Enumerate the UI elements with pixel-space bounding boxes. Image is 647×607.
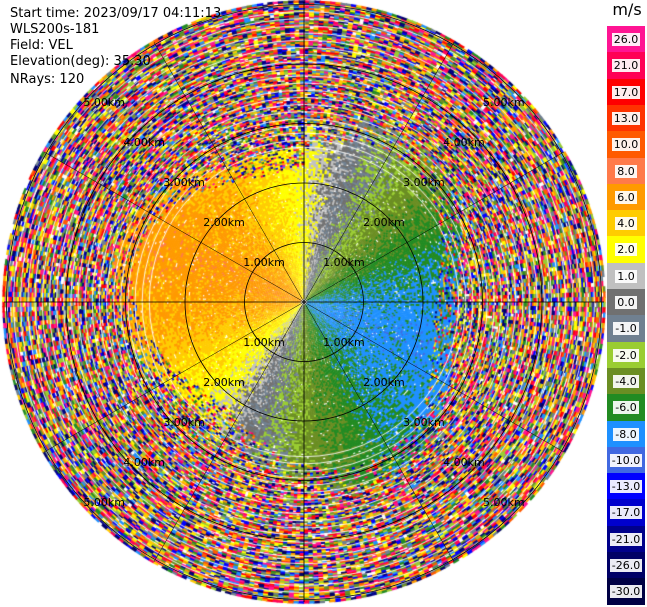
colorbar-tick-label: 21.0: [611, 59, 641, 73]
range-ring-label: 1.00km: [243, 336, 285, 349]
colorbar: 26.0 21.0 17.0 13.0 10.0 8.0 6.0 4.0 2.0 1.0 0.0 -1…: [607, 26, 647, 606]
start-time-label: Start time: 2023/09/17 04:11:13: [10, 6, 222, 21]
nrays-label: NRays: 120: [10, 72, 85, 87]
colorbar-tick-label: -21.0: [609, 532, 643, 546]
colorbar-tick-label: 0.0: [615, 296, 637, 309]
range-ring-label: 5.00km: [83, 496, 125, 509]
range-ring-label: 2.00km: [203, 216, 245, 229]
colorbar-tick-label: 13.0: [611, 111, 641, 125]
colorbar-tick-label: 26.0: [611, 33, 641, 46]
colorbar-tick-label: -6.0: [613, 401, 639, 415]
field-label: Field: VEL: [10, 38, 73, 53]
range-ring-label: 3.00km: [403, 176, 445, 189]
colorbar-tick-label: -10.0: [609, 453, 643, 467]
range-ring-label: 4.00km: [123, 136, 165, 149]
colorbar-tick-label: -2.0: [613, 348, 639, 362]
colorbar-tick-label: -13.0: [609, 480, 643, 494]
azimuth-line: [153, 42, 455, 562]
range-ring: [244, 242, 364, 362]
colorbar-tick-label: 1.0: [615, 269, 637, 283]
range-ring-label: 4.00km: [443, 456, 485, 469]
colorbar-tick-label: 8.0: [615, 164, 637, 178]
range-ring-label: 2.00km: [363, 376, 405, 389]
range-ring-label: 1.00km: [323, 336, 365, 349]
range-ring-overlay: 1.00km 1.00km 1.00km 1.00km 2.00km 2.00km 2.00…: [4, 2, 604, 602]
range-ring: [6, 4, 602, 600]
range-ring: [125, 123, 483, 481]
colorbar-tick-label: 2.0: [615, 243, 637, 257]
range-ring-label: 5.00km: [483, 96, 525, 109]
range-ring-label: 3.00km: [163, 176, 205, 189]
ppi-velocity-plot: [0, 0, 607, 607]
range-ring-label: 2.00km: [203, 376, 245, 389]
colorbar-tick-label: 6.0: [615, 190, 637, 204]
range-ring-label: 1.00km: [323, 256, 365, 269]
instrument-label: WLS200s-181: [10, 22, 100, 37]
range-ring-label: 2.00km: [363, 216, 405, 229]
colorbar-tick-label: -17.0: [609, 506, 643, 520]
range-ring: [184, 182, 424, 422]
colorbar-tick-label: -26.0: [609, 559, 643, 572]
colorbar-tick-label: -30.0: [609, 585, 643, 599]
colorbar-tick-label: -8.0: [613, 427, 639, 441]
range-ring-label: 3.00km: [163, 416, 205, 429]
range-ring-label: 5.00km: [483, 496, 525, 509]
elevation-label: Elevation(deg): 35.30: [10, 54, 151, 69]
colorbar-tick-label: 4.0: [615, 217, 637, 231]
colorbar-tick-label: 17.0: [611, 85, 641, 99]
range-ring-label: 1.00km: [243, 256, 285, 269]
colorbar-unit: m/s: [612, 0, 642, 19]
colorbar-tick-label: 10.0: [611, 138, 641, 152]
colorbar-tick-label: -1.0: [613, 322, 639, 336]
colorbar-tick-label: -4.0: [613, 374, 639, 388]
range-ring: [65, 63, 543, 541]
range-ring-label: 3.00km: [403, 416, 445, 429]
range-ring-label: 4.00km: [443, 136, 485, 149]
range-ring-label: 5.00km: [83, 96, 125, 109]
range-ring-label: 4.00km: [123, 456, 165, 469]
